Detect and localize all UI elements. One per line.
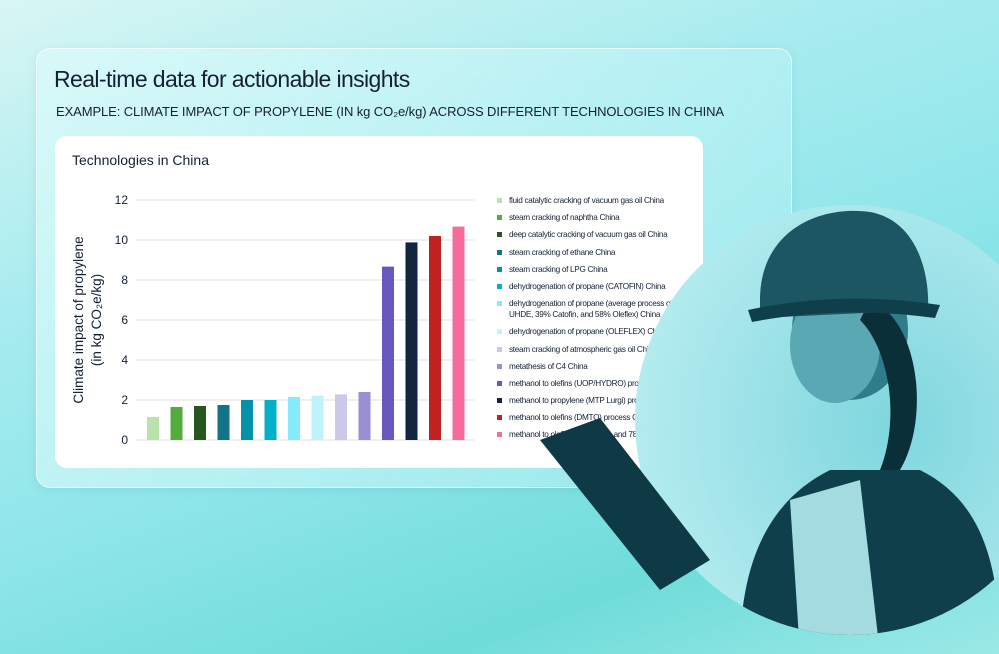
legend-label: methanol to olefins (DMTO) process China — [509, 413, 653, 423]
legend-item: dehydrogenation of propane (CATOFIN) Chi… — [497, 281, 707, 292]
y-axis-label-line1: Climate impact of propylene — [71, 236, 86, 403]
legend-label: dehydrogenation of propane (CATOFIN) Chi… — [509, 281, 666, 291]
chart-card — [55, 136, 703, 468]
y-tick-label: 2 — [121, 393, 128, 407]
bar-14 — [452, 226, 465, 440]
legend-label: steam cracking of naphtha China — [509, 213, 620, 223]
bar-8 — [311, 395, 324, 440]
legend-swatch — [497, 346, 502, 352]
y-tick-label: 6 — [121, 313, 128, 327]
bar-7 — [288, 397, 300, 440]
legend-label: methanol to olefins (UOP/HYDRO) process … — [509, 378, 677, 388]
y-axis-label-line2: (in kg CO₂e/kg) — [89, 274, 104, 366]
legend-swatch — [497, 283, 502, 289]
legend-swatch — [497, 329, 502, 335]
bar-3 — [194, 406, 206, 440]
tablet-image — [540, 418, 710, 590]
legend-item: steam cracking of naphtha China — [497, 212, 707, 223]
bar-13 — [429, 236, 441, 440]
bar-9 — [335, 394, 347, 440]
legend-item: methanol to olefins (UOP/HYDRO) process … — [497, 378, 707, 389]
legend-item: methanol to olefins (DMTO) process China — [497, 412, 707, 423]
legend-swatch — [497, 432, 502, 438]
legend-label: deep catalytic cracking of vacuum gas oi… — [509, 230, 668, 240]
page-title: Real-time data for actionable insights — [54, 66, 410, 92]
legend-label: steam cracking of ethane China — [509, 247, 616, 257]
legend-swatch — [497, 301, 502, 307]
legend-swatch — [497, 198, 502, 203]
legend-label: metathesis of C4 China — [509, 361, 588, 371]
legend-swatch — [497, 266, 502, 272]
legend-item: steam cracking of ethane China — [497, 247, 707, 258]
legend-swatch — [497, 249, 502, 255]
y-tick-label: 0 — [121, 433, 128, 447]
legend-label: steam cracking of LPG China — [509, 264, 608, 274]
legend-item: dehydrogenation of propane (average proc… — [497, 298, 707, 320]
y-tick-label: 8 — [121, 273, 128, 287]
legend-item: steam cracking of atmospheric gas oil Ch… — [497, 344, 707, 355]
bar-6 — [264, 400, 277, 440]
legend-item: methanol to propylene (MTP Lurgi) proces… — [497, 395, 707, 406]
y-tick-label: 10 — [115, 233, 129, 247]
legend-label: dehydrogenation of propane (average proc… — [509, 299, 686, 320]
legend-item: dehydrogenation of propane (OLEFLEX) Chi… — [497, 326, 707, 337]
legend-item: metathesis of C4 China — [497, 361, 707, 372]
legend-item: deep catalytic cracking of vacuum gas oi… — [497, 229, 707, 240]
page-subtitle: EXAMPLE: CLIMATE IMPACT OF PROPYLENE (IN… — [56, 104, 724, 119]
legend-item: fluid catalytic cracking of vacuum gas o… — [497, 195, 707, 206]
legend-swatch — [497, 215, 502, 221]
legend-label: fluid catalytic cracking of vacuum gas o… — [509, 196, 664, 205]
y-tick-label: 12 — [115, 193, 129, 207]
legend-label: steam cracking of atmospheric gas oil Ch… — [509, 344, 657, 354]
legend-item: steam cracking of LPG China — [497, 264, 707, 275]
legend-swatch — [497, 232, 502, 238]
legend-swatch — [497, 398, 502, 404]
bar-2 — [170, 407, 183, 440]
legend-swatch — [497, 380, 502, 386]
bar-4 — [217, 405, 230, 440]
bar-1 — [147, 417, 159, 440]
legend-label: dehydrogenation of propane (OLEFLEX) Chi… — [509, 327, 668, 337]
bar-10 — [358, 392, 371, 440]
legend-label: methanol to propylene (MTP Lurgi) proces… — [509, 396, 676, 406]
bar-12 — [405, 242, 418, 440]
legend-swatch — [497, 415, 502, 421]
legend-swatch — [497, 363, 502, 369]
bar-11 — [382, 266, 394, 440]
bar-5 — [241, 400, 253, 440]
chart-title: Technologies in China — [72, 152, 209, 168]
y-tick-label: 4 — [121, 353, 128, 367]
